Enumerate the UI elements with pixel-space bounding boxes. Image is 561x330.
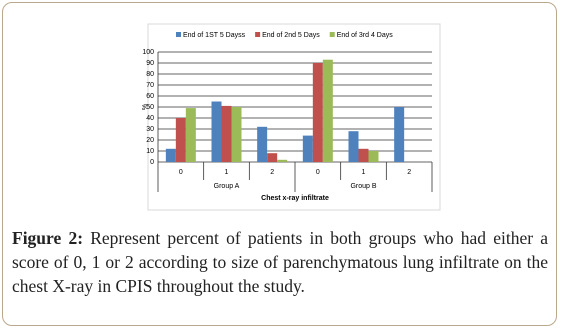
bar (231, 107, 242, 162)
y-tick-label: 90 (146, 60, 154, 67)
legend-label: End of 3rd 4 Days (337, 32, 394, 39)
bar (312, 63, 323, 162)
y-tick-label: 100 (142, 49, 154, 56)
x-tick-label: 0 (179, 169, 183, 176)
bar (322, 59, 333, 163)
caption-text: Represent percent of patients in both gr… (12, 228, 548, 296)
y-tick-label: 80 (146, 71, 154, 78)
bar (175, 118, 186, 162)
bar (221, 105, 232, 162)
group-label: Group A (214, 183, 240, 190)
x-tick-label: 1 (362, 169, 366, 176)
bar (348, 131, 359, 162)
bar (267, 153, 278, 162)
figure-frame (2, 2, 557, 326)
y-tick-label: 30 (146, 126, 154, 133)
y-tick-label: 60 (146, 93, 154, 100)
y-tick-label: 20 (146, 137, 154, 144)
legend-swatch (329, 32, 335, 37)
group-label: Group B (350, 183, 376, 190)
y-tick-label: 70 (146, 82, 154, 89)
legend-swatch (176, 32, 181, 37)
x-tick-label: 2 (270, 169, 274, 176)
bar (185, 108, 196, 162)
legend-label: End of 2nd 5 Days (262, 32, 320, 39)
bar (368, 151, 379, 162)
x-axis-label: Chest x-ray infiltrate (261, 195, 329, 202)
bar (394, 107, 405, 162)
legend-label: End of 1ST 5 Dayss (183, 32, 246, 39)
x-tick-label: 2 (407, 169, 411, 176)
bar (257, 126, 268, 162)
bar (302, 135, 313, 162)
caption-label: Figure 2: (12, 228, 84, 248)
x-tick-label: 1 (225, 169, 229, 176)
y-tick-label: 0 (150, 159, 154, 166)
bar (211, 101, 222, 162)
y-tick-label: 50 (146, 104, 154, 111)
y-axis-label: % (142, 104, 149, 110)
bar (165, 148, 176, 162)
y-tick-label: 40 (146, 115, 154, 122)
bar (358, 148, 369, 162)
caption: Figure 2: Represent percent of patients … (12, 226, 548, 298)
bar (277, 159, 288, 162)
legend-swatch (255, 32, 261, 37)
y-tick-label: 10 (146, 148, 154, 155)
x-tick-label: 0 (316, 169, 320, 176)
chart-border (147, 23, 441, 211)
